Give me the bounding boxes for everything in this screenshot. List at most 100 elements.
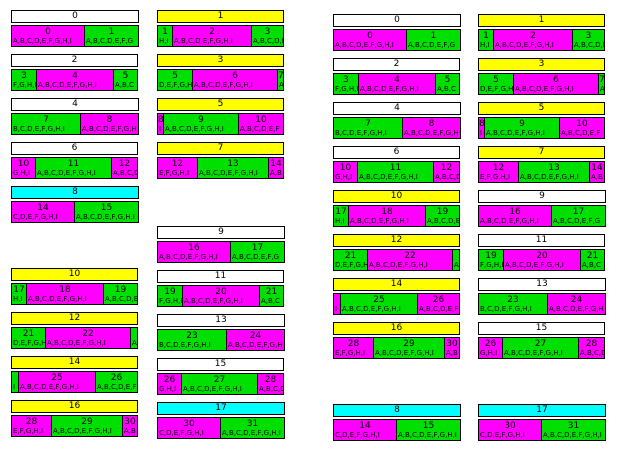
cell-letters: A,B,C,D,E,F,G: [232, 253, 280, 261]
cell-number: 6: [553, 75, 559, 85]
cell: 9 A,B,C,D,E,F,G,H,I: [484, 117, 560, 139]
cell: 1 H,I: [157, 25, 173, 47]
cell-number: 30: [504, 421, 516, 431]
cell-letters: A,B,C: [115, 81, 134, 89]
cell-row: 5D,E,F,G,H,I6A,B,C,D,E,F,G,H,I7A: [157, 69, 284, 91]
cell: 4 A,B,C,D,E,F,G,H,I: [358, 73, 436, 95]
block: 35D,E,F,G,H,I6A,B,C,D,E,F,G,H,I7A: [478, 58, 605, 95]
block-header: 15: [478, 322, 605, 335]
cell-letters: A,B,C,D,E,F,G,H,I: [53, 427, 112, 435]
cell-letters: A,B,C,D,E,F: [561, 129, 601, 137]
cell-number: 1: [162, 27, 168, 37]
cell-letters: F,G,H,I: [480, 261, 503, 269]
cell-number: 19: [114, 285, 127, 295]
cell-letters: A,B,C,D,E,F,G,H,I: [20, 383, 79, 391]
block-header: 0: [11, 10, 139, 23]
cell-number: 18: [381, 207, 393, 217]
cell: 30 A,B: [122, 415, 138, 437]
cell-letters: I: [13, 383, 16, 391]
cell-letters: A,B,C,D,E,F,G,H: [82, 125, 137, 133]
block-header: 11: [478, 234, 605, 247]
cell-row: 26 G,H,I 27 A,B,C,D,E,F,G,H,I 28 A,B,C,D: [478, 337, 605, 359]
cell-number: 9: [519, 119, 525, 129]
cell: 1 A,B,C,D,E,F,G: [84, 25, 139, 47]
cell: 20 A,B,C,D,E,F,G,H,I: [503, 249, 581, 271]
block: 1 1 H,I 2 A,B,C,D,E,F,G,H,I 3 A,B,C,D,E: [157, 10, 284, 47]
cell-letters: I: [159, 125, 162, 133]
cell-letters: A,B,C,D: [259, 385, 283, 393]
cell-letters: A,B,C,D,E,F,G,H,I: [505, 261, 564, 269]
block: 0 0 A,B,C,D,E,F,G,H,I 1 A,B,C,D,E,F,G: [333, 14, 461, 51]
cell-letters: D,E,F,G,H,I: [159, 81, 192, 89]
cell: 19 F,G,H,I: [157, 285, 183, 307]
cell-row: 17 H,I 18 A,B,C,D,E,F,G,H,I 19 A,B,C,D,E: [11, 283, 138, 305]
block: 15 26 G,H,I 27 A,B,C,D,E,F,G,H,I 28 A,B,C,D: [478, 322, 605, 359]
cell-letters: A,B,C,D,E,F,G,H,I: [359, 173, 418, 181]
cell-letters: A: [600, 85, 604, 94]
block-header: 14: [11, 356, 138, 369]
cell: 8 A,B,C,D,E,F,G,H: [402, 117, 461, 139]
block-header: 11: [157, 270, 284, 283]
block-header: 12: [11, 312, 138, 325]
cell-row: 21D,E,F,G,H,I22A,B,C,D,E,F,G,H,IA: [333, 249, 460, 271]
cell-number: 12: [118, 159, 131, 169]
cell-letters: A,B,C,D,E: [105, 295, 137, 303]
cell-letters: A,B,C,D,E,F,G,H,I: [369, 261, 428, 269]
cell: 10 A,B,C,D,E,F: [238, 113, 284, 135]
cell-number: 19: [164, 287, 176, 297]
cell-number: 7: [599, 75, 605, 85]
cell-letters: A,B: [591, 173, 603, 181]
cell-letters: A,B,C,D,E,F,G,H: [549, 305, 604, 313]
cell: 7A: [277, 69, 284, 91]
block-header: 0: [333, 14, 461, 27]
cell-row: 28 E,F,G,H,I 29 A,B,C,D,E,F,G,H,I 30 A,B: [333, 337, 460, 359]
cell: 22 A,B,C,D,E,F,G,H,I: [367, 249, 453, 271]
cell-letters: A,B,C: [437, 85, 456, 93]
cell: 3 F,G,H,I: [11, 69, 37, 91]
cell-row: 23 B,C,D,E,F,G,H,I 24 A,B,C,D,E,F,G,H: [157, 329, 285, 351]
block-header: 9: [157, 226, 285, 239]
cell-row: 28 E,F,G,H,I 29 A,B,C,D,E,F,G,H,I 30 A,B: [11, 415, 138, 437]
block-header: 4: [333, 102, 461, 115]
cell: 8 A,B,C,D,E,F,G,H: [80, 113, 139, 135]
cell: 14 A,B: [268, 157, 284, 179]
block-header: 10: [11, 268, 138, 281]
cell-row: 10 G,H,I 11 A,B,C,D,E,F,G,H,I 12 A,B,C,D: [11, 157, 138, 179]
cell: 14 C,D,E,F,G,H,I: [11, 201, 75, 223]
cell-number: 28: [264, 375, 277, 385]
cell: 12 E,F,G,H,I: [478, 161, 519, 183]
cell: 7A: [598, 73, 605, 95]
cell-row: 16 A,B,C,D,E,F,G,H,I 17 A,B,C,D,E,F,G: [478, 205, 606, 227]
cell-number: 26: [432, 295, 445, 305]
cell-number: 22: [404, 251, 416, 261]
cell-number: 28: [347, 339, 360, 349]
cell-number: 20: [536, 251, 548, 261]
cell-number: 13: [548, 163, 560, 173]
block: 8 14 C,D,E,F,G,H,I 15 A,B,C,D,E,F,G,H,I: [11, 186, 139, 223]
block-header: 6: [11, 142, 138, 155]
cell-number: 19: [436, 207, 449, 217]
cell-letters: B,C,D,E,F,G,H,I: [13, 125, 65, 133]
cell: A: [130, 327, 138, 349]
cell-number: 31: [567, 421, 580, 431]
cell-letters: A,B,C,D,E,F,G,H,I: [360, 85, 419, 93]
cell-row: I 25 A,B,C,D,E,F,G,H,I 26 A,B,C,D,E,F: [11, 371, 138, 393]
cell-letters: A,B,C,D,E,F,G,H: [228, 341, 283, 349]
cell-letters: A,B,C,D,E,F: [240, 125, 280, 133]
cell: 11 A,B,C,D,E,F,G,H,I: [35, 157, 112, 179]
cell-letters: H,I: [335, 217, 345, 225]
block: 14 I 25 A,B,C,D,E,F,G,H,I 26 A,B,C,D,E,F: [333, 278, 460, 315]
block-header: 12: [333, 234, 460, 247]
cell-letters: A,B,C,D,E,F,G,H,I: [183, 385, 242, 393]
cell-number: 23: [507, 295, 519, 305]
cell-row: 0 A,B,C,D,E,F,G,H,I 1 A,B,C,D,E,F,G: [333, 29, 461, 51]
cell: 14 A,B: [589, 161, 605, 183]
cell-letters: A,B: [270, 169, 282, 177]
cell-letters: A,B,C,D,E,F,G,H,I: [47, 339, 106, 347]
cell-number: 14: [591, 163, 603, 173]
cell-number: 10: [339, 163, 352, 173]
cell: 17 A,B,C,D,E,F,G: [230, 241, 285, 263]
cell: 0 A,B,C,D,E,F,G,H,I: [11, 25, 85, 47]
cell: 24 A,B,C,D,E,F,G,H: [226, 329, 285, 351]
